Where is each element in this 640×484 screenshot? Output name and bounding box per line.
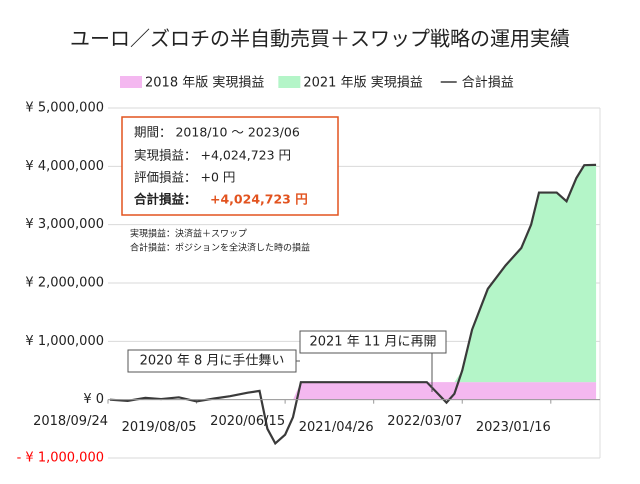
y-tick-label: ¥ 5,000,000	[25, 101, 104, 116]
x-tick-label: 2022/03/07	[387, 414, 462, 429]
y-tick-label: ¥ 3,000,000	[25, 217, 104, 232]
legend-swatch	[120, 76, 142, 88]
x-tick-label: 2019/08/05	[122, 420, 197, 435]
legend-label: 2018 年版 実現損益	[145, 75, 264, 91]
y-tick-label: ¥ 2,000,000	[25, 276, 104, 291]
annotation: 2020 年 8 月に手仕舞い	[140, 354, 285, 369]
summary-unrealized: 評価損益： +0 円	[134, 170, 235, 185]
plot-area	[107, 107, 601, 459]
y-tick-label: ¥ 4,000,000	[25, 159, 104, 174]
summary-box	[121, 116, 339, 216]
x-tick-label: 2018/09/24	[33, 414, 108, 429]
annotation: 2021 年 11 月に再開	[309, 335, 436, 350]
legend-swatch	[278, 76, 301, 88]
line	[109, 163, 597, 446]
note: 実現損益：決済益＋スワップ	[130, 228, 247, 240]
summary-period: 期間： 2018/10 ～ 2023/06	[134, 125, 300, 140]
summary-realized: 実現損益： +4,024,723 円	[134, 148, 291, 163]
summary-total-value: +4,024,723 円	[210, 192, 308, 207]
summary-total-label: 合計損益：	[134, 192, 197, 207]
legend-label: 合計損益	[462, 75, 514, 91]
area	[109, 382, 597, 400]
x-tick-label: 2023/01/16	[476, 420, 551, 435]
x-tick-label: 2021/04/26	[299, 420, 374, 435]
y-tick-label: ¥ 0	[83, 392, 104, 407]
area	[109, 164, 597, 400]
y-tick-label: - ¥ 1,000,000	[17, 451, 104, 466]
chart-title: ユーロ／ズロチの半自動売買＋スワップ戦略の運用実績	[70, 27, 570, 51]
y-tick-label: ¥ 1,000,000	[25, 334, 104, 349]
note: 合計損益：ポジションを全決済した時の損益	[130, 242, 310, 254]
legend-label: 2021 年版 実現損益	[303, 75, 422, 91]
x-tick-label: 2020/06/15	[210, 414, 285, 429]
annotation-box	[299, 330, 447, 354]
